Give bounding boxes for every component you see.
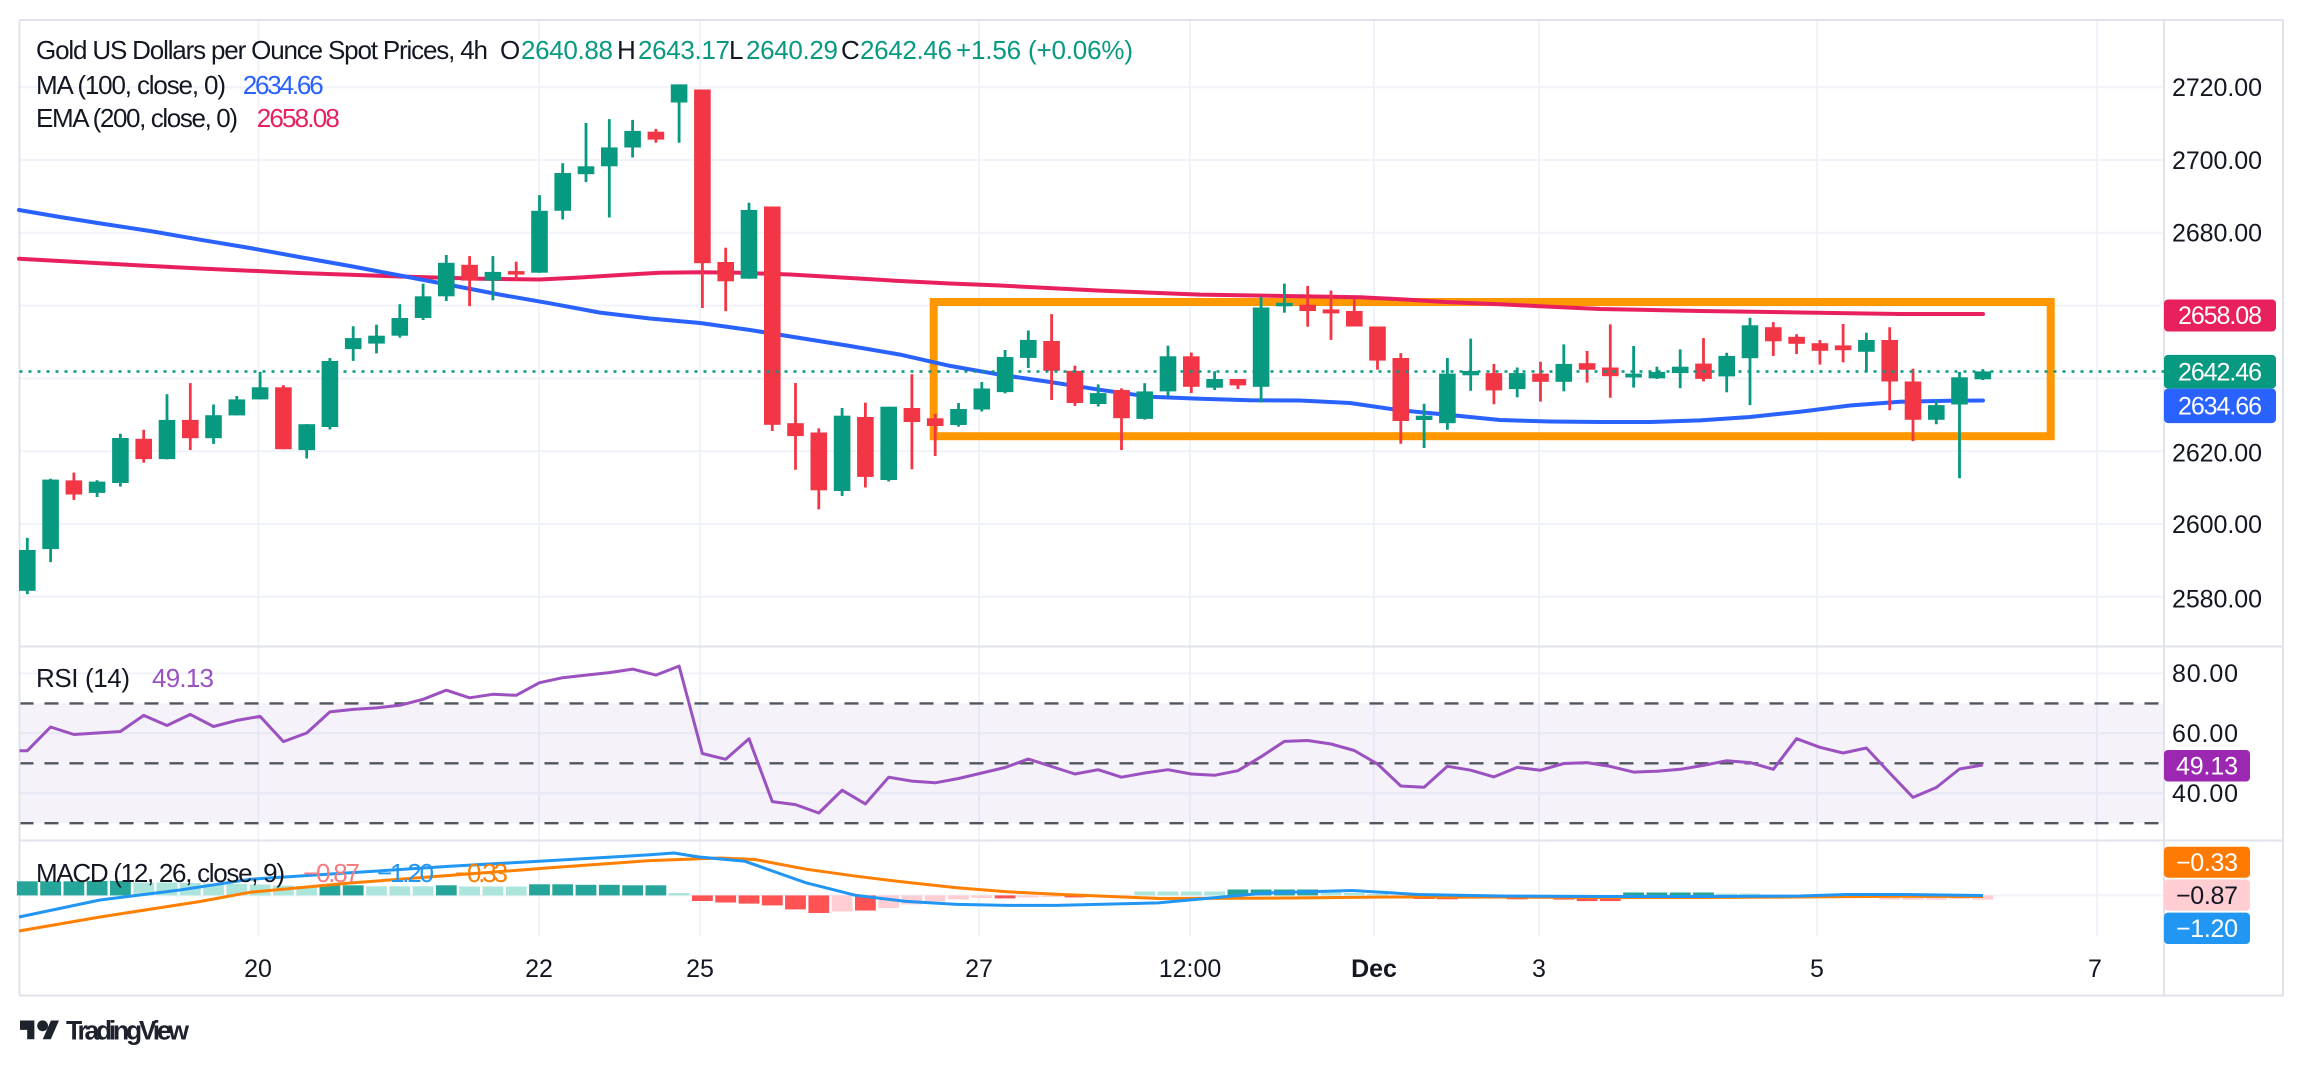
svg-text:2634.66: 2634.66: [2178, 392, 2262, 420]
svg-text:2642.46: 2642.46: [2178, 358, 2262, 386]
svg-text:2658.08: 2658.08: [257, 103, 340, 133]
svg-text:2720.00: 2720.00: [2172, 74, 2262, 102]
svg-text:−1.20: −1.20: [2176, 915, 2238, 943]
svg-text:EMA (200, close, 0): EMA (200, close, 0): [36, 103, 238, 133]
svg-text:2642.46: 2642.46: [860, 35, 952, 65]
svg-text:25: 25: [686, 955, 714, 983]
svg-text:49.13: 49.13: [152, 663, 214, 693]
svg-text:2580.00: 2580.00: [2172, 586, 2262, 614]
svg-text:−0.33: −0.33: [455, 858, 508, 888]
svg-text:3: 3: [1532, 955, 1546, 983]
svg-text:2643.17: 2643.17: [638, 35, 730, 65]
svg-text:2640.29: 2640.29: [746, 35, 838, 65]
svg-text:2658.08: 2658.08: [2178, 302, 2262, 330]
svg-text:−1.20: −1.20: [377, 858, 434, 888]
svg-text:−0.33: −0.33: [2176, 849, 2238, 877]
svg-text:H: H: [617, 35, 636, 65]
svg-text:27: 27: [965, 955, 993, 983]
svg-text:2634.66: 2634.66: [243, 70, 324, 100]
svg-text:20: 20: [244, 955, 272, 983]
svg-text:−0.87: −0.87: [2176, 882, 2238, 910]
svg-text:60.00: 60.00: [2172, 720, 2238, 748]
svg-text:O: O: [500, 35, 520, 65]
svg-text:2700.00: 2700.00: [2172, 147, 2262, 175]
svg-text:RSI (14): RSI (14): [36, 663, 130, 693]
svg-text:2640.88: 2640.88: [521, 35, 613, 65]
svg-text:49.13: 49.13: [2176, 752, 2238, 780]
svg-text:2620.00: 2620.00: [2172, 439, 2262, 467]
svg-text:+1.56 (+0.06%): +1.56 (+0.06%): [956, 35, 1133, 65]
svg-text:7: 7: [2088, 955, 2102, 983]
svg-text:12:00: 12:00: [1159, 955, 1222, 983]
svg-text:C: C: [841, 35, 860, 65]
svg-text:MA (100, close, 0): MA (100, close, 0): [36, 70, 226, 100]
svg-text:L: L: [729, 35, 743, 65]
svg-text:−0.87: −0.87: [303, 858, 360, 888]
svg-text:TradingView: TradingView: [66, 1016, 189, 1046]
svg-text:22: 22: [525, 955, 553, 983]
svg-text:2680.00: 2680.00: [2172, 220, 2262, 248]
svg-text:5: 5: [1810, 955, 1824, 983]
svg-text:Gold US Dollars per Ounce Spot: Gold US Dollars per Ounce Spot Prices, 4…: [36, 35, 488, 65]
svg-text:40.00: 40.00: [2172, 780, 2238, 808]
svg-text:MACD (12, 26, close, 9): MACD (12, 26, close, 9): [36, 858, 285, 888]
svg-text:2600.00: 2600.00: [2172, 511, 2262, 539]
svg-text:Dec: Dec: [1351, 955, 1397, 983]
svg-text:80.00: 80.00: [2172, 660, 2238, 688]
